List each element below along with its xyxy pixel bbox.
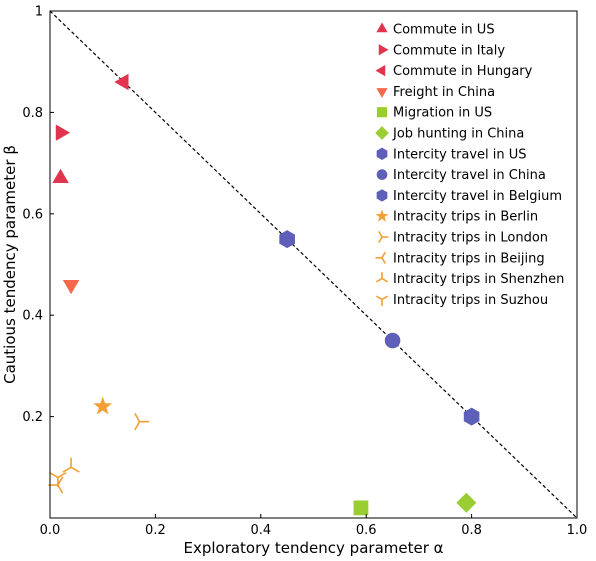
legend-item: Intracity trips in Berlin (375, 209, 538, 225)
plot-frame (49, 10, 578, 519)
legend-marker (376, 22, 388, 33)
legend-item: Intercity travel in Belgium (376, 189, 562, 204)
data-point (114, 73, 129, 91)
x-tick-label: 0.0 (40, 523, 61, 538)
legend-item: Commute in US (376, 22, 495, 38)
data-point (62, 457, 80, 473)
legend-item: Intercity travel in China (376, 168, 546, 183)
legend-item: Intracity trips in Suzhou (375, 293, 548, 308)
legend-item: Job hunting in China (375, 126, 524, 142)
data-point (48, 476, 64, 494)
legend-marker (375, 272, 389, 283)
legend-label: Commute in Italy (393, 43, 505, 58)
y-tick-label: 0.6 (22, 207, 43, 222)
legend-label: Job hunting in China (392, 127, 524, 142)
y-tick-label: 0.4 (22, 309, 43, 324)
data-point (353, 500, 369, 516)
x-tick-label: 0.8 (461, 523, 482, 538)
legend-item: Commute in Hungary (375, 64, 533, 79)
legend-marker (376, 88, 388, 98)
data-point (456, 492, 477, 513)
legend-marker (376, 169, 388, 180)
x-tick-label: 1.0 (567, 523, 588, 538)
data-point (55, 124, 71, 141)
y-tick-label: 0.8 (22, 106, 43, 121)
legend-item: Freight in China (376, 85, 495, 100)
x-tick-label: 0.6 (356, 523, 377, 538)
legend-marker (376, 147, 388, 160)
legend-label: Intracity trips in Beijing (393, 251, 545, 266)
data-point (93, 396, 113, 415)
legend-marker (376, 189, 388, 202)
data-point (52, 168, 69, 184)
legend-label: Commute in Hungary (393, 64, 533, 79)
data-point (463, 407, 480, 426)
legend-label: Intercity travel in China (393, 168, 546, 183)
legend-label: Intracity trips in Shenzhen (393, 272, 564, 287)
legend-marker (375, 126, 389, 140)
y-tick-label: 1 (35, 5, 43, 20)
legend-item: Intercity travel in US (376, 147, 527, 162)
y-axis-label: Cautious tendency parameter β (1, 145, 19, 384)
legend-label: Migration in US (393, 106, 492, 121)
axis-ticks: 0.0 0.2 0.4 0.6 0.8 1.0 0.2 0.4 0.6 0.8 1 (22, 5, 587, 539)
x-tick-label: 0.2 (145, 523, 166, 538)
data-points (48, 73, 480, 516)
legend-label: Commute in US (393, 23, 495, 38)
legend-label: Intracity trips in Suzhou (393, 293, 548, 308)
x-axis-label: Exploratory tendency parameter α (183, 539, 443, 557)
legend-item: Intracity trips in Beijing (375, 251, 545, 266)
legend-marker (375, 209, 389, 222)
legend-marker (376, 107, 388, 118)
y-tick-label: 0.2 (22, 410, 43, 425)
legend-item: Intracity trips in London (378, 230, 548, 246)
legend-label: Intercity travel in US (393, 147, 527, 162)
legend-marker (378, 230, 389, 244)
legend-item: Commute in Italy (378, 43, 505, 58)
legend-item: Intracity trips in Shenzhen (375, 272, 564, 287)
plot-area (49, 10, 578, 519)
data-point (62, 280, 80, 295)
diagonal-reference-line (49, 10, 578, 519)
legend-item: Migration in US (376, 106, 492, 121)
legend-label: Intercity travel in Belgium (393, 189, 562, 204)
legend: Commute in US Commute in Italy Commute in … (375, 22, 564, 308)
data-point (134, 413, 150, 431)
legend-label: Freight in China (393, 85, 495, 100)
data-point (279, 230, 295, 249)
legend-marker (375, 251, 386, 264)
data-point (49, 471, 67, 487)
legend-marker (375, 295, 389, 306)
legend-label: Intracity trips in Berlin (393, 210, 538, 225)
x-tick-label: 0.4 (250, 523, 271, 538)
legend-marker (378, 44, 389, 56)
legend-marker (375, 64, 386, 77)
data-point (384, 332, 401, 349)
legend-label: Intracity trips in London (393, 231, 548, 246)
